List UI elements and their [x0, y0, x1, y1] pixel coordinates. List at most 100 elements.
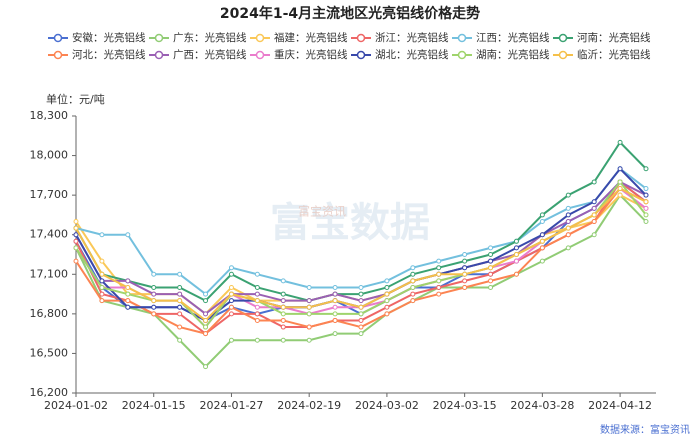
data-point [539, 212, 545, 218]
data-point [280, 324, 286, 330]
data-point [151, 291, 157, 297]
legend-marker [457, 50, 467, 60]
data-point [332, 317, 338, 323]
data-point [228, 291, 234, 297]
legend-label: 河南：光亮铝线 [577, 31, 651, 44]
data-point [384, 278, 390, 284]
data-point [462, 278, 468, 284]
data-point [410, 284, 416, 290]
data-point [177, 304, 183, 310]
data-point [591, 212, 597, 218]
data-point [203, 291, 209, 297]
legend-label: 浙江：光亮铝线 [375, 31, 449, 44]
legend-marker [255, 33, 265, 43]
data-point [228, 271, 234, 277]
data-point [488, 265, 494, 271]
data-point [203, 311, 209, 317]
data-point [306, 298, 312, 304]
data-point [384, 284, 390, 290]
data-point [410, 291, 416, 297]
legend-label: 湖北：光亮铝线 [375, 48, 449, 61]
y-tick-label: 17,400 [30, 228, 69, 241]
source: 数据来源：富宝资讯 [600, 423, 690, 436]
data-point [177, 298, 183, 304]
legend-label: 福建：光亮铝线 [274, 31, 348, 44]
data-point [228, 304, 234, 310]
legend-label: 重庆：光亮铝线 [274, 48, 348, 61]
data-point [254, 337, 260, 343]
data-point [280, 337, 286, 343]
legend-label: 临沂：光亮铝线 [577, 48, 651, 61]
data-point [99, 278, 105, 284]
data-point [151, 304, 157, 310]
data-point [125, 298, 131, 304]
data-point [462, 252, 468, 257]
watermark-small: 富宝资讯 [298, 204, 346, 219]
data-point [643, 205, 649, 211]
data-point [280, 317, 286, 323]
data-point [254, 271, 260, 277]
data-point [125, 291, 131, 297]
data-point [332, 298, 338, 304]
legend-label: 广西：光亮铝线 [173, 48, 247, 61]
data-point [280, 278, 286, 284]
legend-marker [356, 50, 366, 60]
legend-marker [558, 50, 568, 60]
data-point [436, 278, 442, 284]
data-point [384, 304, 390, 310]
data-point [591, 179, 597, 185]
data-point [203, 364, 209, 370]
data-point [488, 271, 494, 277]
data-point [462, 271, 468, 277]
data-point [306, 284, 312, 290]
data-point [358, 324, 364, 330]
data-point [125, 304, 131, 310]
x-tick-label: 2024-01-02 [44, 399, 108, 412]
legend-marker [255, 50, 265, 60]
data-point [358, 317, 364, 323]
data-point [99, 284, 105, 290]
data-point [151, 284, 157, 290]
y-tick-label: 17,100 [30, 267, 69, 280]
legend-marker [154, 33, 164, 43]
data-point [254, 304, 260, 310]
data-point [203, 317, 209, 323]
data-point [203, 331, 209, 337]
data-point [177, 337, 183, 343]
x-tick-label: 2024-04-12 [588, 399, 652, 412]
unit-label: 单位：元/吨 [46, 92, 105, 106]
data-point [254, 298, 260, 304]
chart-title: 2024年1-4月主流地区光亮铝线价格走势 [220, 5, 480, 22]
data-point [228, 284, 234, 290]
data-point [177, 284, 183, 290]
data-point [591, 232, 597, 238]
data-point [513, 238, 519, 244]
data-point [617, 186, 623, 192]
x-tick-label: 2024-01-15 [122, 399, 186, 412]
data-point [539, 258, 545, 264]
data-point [358, 298, 364, 304]
data-point [488, 252, 494, 257]
data-point [436, 284, 442, 290]
data-point [306, 324, 312, 330]
data-point [151, 311, 157, 317]
data-point [358, 331, 364, 337]
data-point [228, 298, 234, 304]
legend-label: 安徽：光亮铝线 [72, 31, 146, 44]
data-point [99, 271, 105, 277]
data-point [203, 324, 209, 330]
data-point [99, 298, 105, 304]
data-point [99, 232, 105, 238]
data-point [280, 291, 286, 297]
data-point [306, 304, 312, 310]
data-point [410, 271, 416, 277]
data-point [513, 258, 519, 264]
data-point [73, 225, 79, 231]
data-point [254, 284, 260, 290]
data-point [358, 284, 364, 290]
data-point [177, 311, 183, 317]
data-point [280, 304, 286, 310]
data-point [306, 311, 312, 317]
data-point [228, 337, 234, 343]
data-point [151, 271, 157, 277]
